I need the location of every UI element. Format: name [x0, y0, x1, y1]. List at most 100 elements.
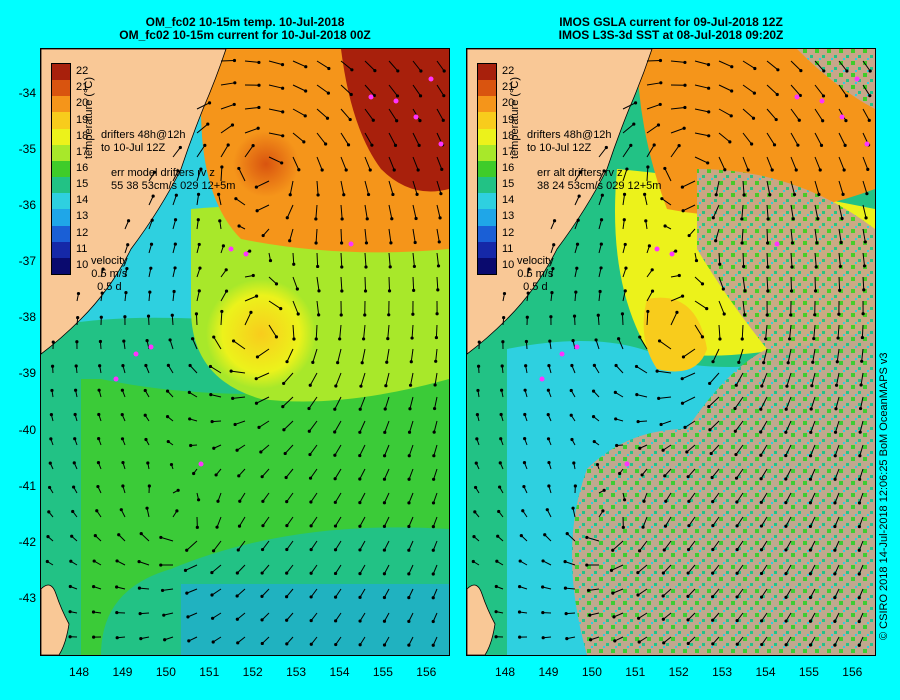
velocity-arrow: [688, 540, 696, 550]
velocity-arrowhead: [338, 337, 342, 341]
velocity-arrowhead: [784, 548, 788, 552]
velocity-arrowhead: [598, 289, 602, 294]
velocity-arrowhead: [686, 641, 690, 646]
velocity-arrowhead: [188, 417, 192, 421]
velocity-arrow: [268, 132, 283, 137]
velocity-arrow: [810, 468, 816, 480]
velocity-arrowhead: [176, 169, 180, 173]
velocity-arrowhead: [785, 384, 789, 388]
velocity-arrow: [385, 372, 390, 386]
velocity-arrowhead: [440, 167, 444, 171]
velocity-arrowhead: [501, 340, 505, 344]
lat-tick-label: -34: [18, 85, 36, 100]
velocity-arrowhead: [791, 217, 795, 221]
error-stats-legend: err alt drifters rv z 38 24 53cm/s 029 1…: [537, 167, 661, 193]
velocity-arrow: [646, 311, 649, 326]
velocity-arrow: [196, 194, 200, 206]
velocity-arrowhead: [285, 524, 289, 528]
velocity-arrowhead: [833, 548, 837, 552]
velocity-arrow: [838, 228, 842, 243]
velocity-arrowhead: [523, 412, 527, 417]
velocity-arrowhead: [95, 509, 99, 513]
velocity-arrowhead: [641, 525, 645, 529]
velocity-arrow: [859, 492, 864, 504]
velocity-arrowhead: [768, 193, 772, 197]
velocity-arrowhead: [211, 549, 216, 553]
velocity-arrow: [736, 516, 744, 527]
velocity-arrow: [171, 315, 174, 326]
velocity-arrow: [162, 588, 174, 591]
velocity-arrowhead: [237, 224, 241, 228]
velocity-arrowhead: [431, 548, 435, 552]
lat-tick-label: -38: [18, 310, 36, 325]
velocity-arrowhead: [775, 92, 779, 97]
velocity-arrowhead: [686, 618, 690, 622]
velocity-arrowhead: [565, 532, 569, 536]
velocity-arrowhead: [621, 525, 625, 529]
velocity-arrowhead: [735, 547, 739, 552]
velocity-arrowhead: [268, 258, 273, 263]
velocity-arrow: [216, 516, 222, 528]
velocity-arrowhead: [115, 610, 119, 615]
velocity-arrowhead: [841, 192, 845, 196]
velocity-arrowhead: [334, 619, 338, 623]
velocity-arrow: [859, 420, 864, 433]
velocity-arrow: [220, 311, 223, 326]
velocity-arrow: [711, 468, 720, 478]
velocity-arrow: [309, 372, 318, 386]
velocity-arrow: [682, 204, 696, 212]
velocity-arrowhead: [858, 477, 862, 481]
velocity-arrow: [613, 612, 624, 618]
velocity-arrowhead: [765, 313, 769, 317]
velocity-arrowhead: [407, 524, 411, 529]
velocity-arrow: [334, 396, 342, 410]
drifters-legend-line2: to 10-Jul 12Z: [527, 142, 592, 154]
velocity-arrowhead: [776, 68, 780, 72]
velocity-arrowhead: [186, 615, 190, 619]
velocity-arrowhead: [549, 315, 553, 319]
velocity-arrow: [359, 468, 366, 480]
velocity-arrow: [383, 516, 390, 527]
velocity-arrow: [709, 372, 720, 384]
velocity-arrowhead: [494, 584, 498, 589]
velocity-arrowhead: [622, 192, 627, 196]
velocity-arrow: [621, 313, 624, 326]
velocity-arrow: [412, 252, 415, 267]
velocity-arrowhead: [861, 312, 865, 316]
velocity-arrow: [859, 444, 864, 456]
velocity-arrowhead: [237, 524, 242, 528]
velocity-arrowhead: [816, 217, 820, 221]
velocity-arrowhead: [687, 524, 691, 528]
velocity-arrow: [718, 60, 732, 68]
colorbar-tick-label: 22: [502, 65, 515, 78]
velocity-arrow: [258, 420, 270, 428]
velocity-arrowhead: [546, 437, 551, 441]
velocity-arrow: [862, 156, 869, 170]
lon-tick-label: 149: [538, 665, 559, 679]
velocity-arrowhead: [661, 617, 665, 621]
velocity-arrowhead: [569, 388, 573, 393]
velocity-arrow: [340, 156, 347, 171]
velocity-arrowhead: [740, 217, 744, 221]
velocity-arrowhead: [524, 364, 528, 368]
velocity-arrow: [766, 156, 773, 171]
velocity-arrow: [766, 132, 775, 146]
velocity-arrowhead: [714, 239, 718, 243]
velocity-arrow: [811, 372, 816, 386]
velocity-arrowhead: [868, 69, 872, 73]
velocity-arrowhead: [551, 267, 555, 271]
velocity-arrowhead: [675, 310, 679, 314]
velocity-arrow: [292, 300, 299, 315]
velocity-arrowhead: [784, 430, 788, 434]
colorbar-segment: [52, 177, 70, 194]
velocity-arrowhead: [296, 312, 300, 316]
velocity-arrow: [359, 420, 366, 433]
colorbar-tick-label: 21: [502, 81, 515, 94]
velocity-arrow: [718, 276, 724, 290]
velocity-arrow: [657, 370, 672, 374]
velocity-arrow: [292, 252, 295, 265]
velocity-arrowhead: [413, 240, 417, 245]
velocity-arrow: [292, 84, 306, 92]
velocity-arrowhead: [386, 337, 390, 341]
velocity-arrowhead: [324, 142, 328, 146]
